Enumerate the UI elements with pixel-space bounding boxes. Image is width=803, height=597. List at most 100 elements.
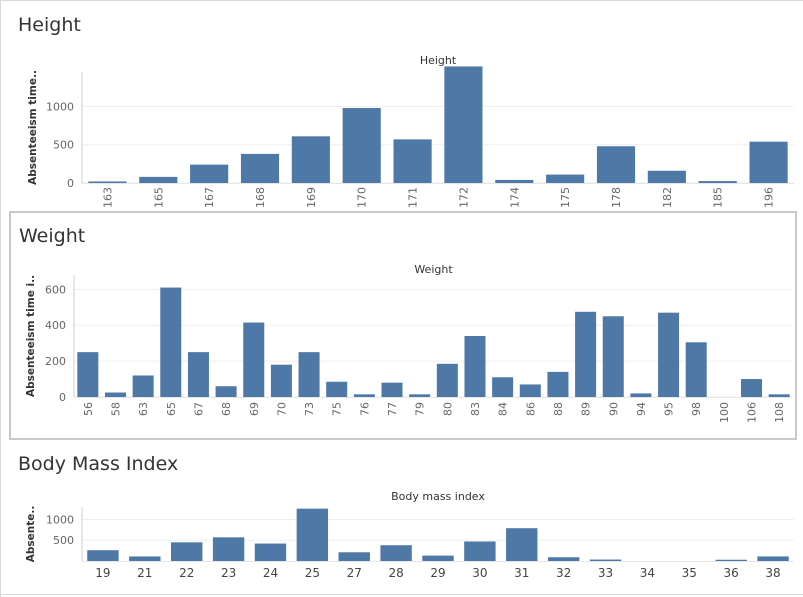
- x-tick-label: 196: [763, 187, 776, 208]
- x-tick-label: 70: [275, 402, 288, 416]
- bar: [298, 352, 320, 397]
- bar: [187, 352, 209, 397]
- bar: [296, 508, 329, 561]
- bar: [381, 382, 403, 397]
- bar: [171, 542, 203, 561]
- x-tick-label: 69: [248, 402, 261, 416]
- bar: [464, 541, 496, 561]
- x-tick-label: 185: [712, 187, 725, 208]
- y-axis-label: Absenteeism time i..: [25, 275, 37, 397]
- x-tick-label: 175: [559, 187, 572, 208]
- bar: [757, 556, 789, 561]
- x-tick-label: 24: [263, 566, 278, 580]
- bar: [353, 394, 375, 397]
- x-tick-label: 98: [690, 402, 703, 416]
- x-tick-label: 36: [724, 566, 739, 580]
- x-tick-label: 90: [607, 402, 620, 416]
- bar: [768, 394, 790, 397]
- y-tick-label: 1000: [46, 100, 74, 113]
- bar: [190, 164, 229, 183]
- bar: [87, 550, 119, 561]
- x-tick-label: 31: [514, 566, 529, 580]
- y-tick-label: 400: [45, 319, 66, 332]
- x-tick-label: 76: [358, 402, 371, 416]
- bar: [546, 174, 585, 183]
- x-tick-label: 22: [179, 566, 194, 580]
- x-tick-label: 83: [469, 402, 482, 416]
- bar: [132, 375, 154, 397]
- bar: [685, 342, 707, 397]
- bar: [575, 311, 597, 397]
- x-tick-label: 28: [388, 566, 403, 580]
- x-tick-label: 79: [414, 402, 427, 416]
- x-tick-label: 165: [152, 187, 165, 208]
- bar: [338, 552, 370, 561]
- x-tick-label: 33: [598, 566, 613, 580]
- bar: [139, 176, 178, 183]
- height-chart[interactable]: Height 0 500 1000 Absenteeism time.. 163 165 16…: [8, 6, 798, 210]
- x-tick-label: 38: [765, 566, 780, 580]
- x-tick-label: 21: [137, 566, 152, 580]
- sheet-title: Body Mass Index: [18, 453, 179, 475]
- bar: [393, 139, 432, 183]
- y-axis-label: Absenteeism time..: [27, 70, 39, 185]
- y-axis-label: Absente..: [25, 506, 37, 563]
- bar: [342, 107, 381, 183]
- chart-title: Body mass index: [391, 490, 485, 503]
- bar: [596, 146, 636, 183]
- x-tick-label: 172: [457, 187, 470, 208]
- x-tick-label: 25: [305, 566, 320, 580]
- x-tick-label: 100: [718, 402, 731, 423]
- x-tick-label: 32: [556, 566, 571, 580]
- x-tick-label: 34: [640, 566, 655, 580]
- bar: [254, 543, 287, 561]
- x-tick-label: 182: [661, 187, 674, 208]
- bar: [243, 322, 265, 397]
- y-tick-label: 1000: [46, 513, 74, 526]
- x-tick-label: 80: [441, 402, 454, 416]
- x-tick-label: 108: [773, 402, 786, 423]
- x-tick-label: 30: [472, 566, 487, 580]
- bar: [77, 352, 99, 397]
- bar: [380, 545, 412, 561]
- x-tick-label: 58: [109, 402, 122, 416]
- x-tick-label: 63: [137, 402, 150, 416]
- y-tick-label: 0: [67, 177, 74, 190]
- x-tick-label: 29: [430, 566, 445, 580]
- x-tick-label: 94: [635, 402, 648, 416]
- bar: [215, 386, 237, 397]
- x-tick-label: 65: [165, 402, 178, 416]
- x-tick-label: 178: [610, 187, 623, 208]
- bmi-chart[interactable]: Body mass index 500 1000 Absente.. 19 21 22 23 2…: [8, 445, 798, 591]
- chart-title: Weight: [414, 263, 453, 276]
- x-tick-label: 174: [508, 187, 521, 208]
- bar: [104, 392, 126, 397]
- y-tick-label: 200: [45, 355, 66, 368]
- x-tick-label: 68: [220, 402, 233, 416]
- bar: [88, 181, 127, 183]
- bar: [212, 537, 245, 561]
- x-tick-label: 95: [663, 402, 676, 416]
- weight-sheet[interactable]: Weight Weight 0 200 400 600 Absenteeism time …: [9, 211, 797, 440]
- x-tick-label: 73: [303, 402, 316, 416]
- sheet-title: Height: [18, 14, 81, 36]
- bar: [240, 153, 280, 183]
- bar: [444, 66, 483, 183]
- x-tick-label: 86: [524, 402, 537, 416]
- bar: [422, 555, 454, 561]
- x-tick-label: 169: [305, 187, 318, 208]
- x-tick-label: 67: [192, 402, 205, 416]
- x-tick-label: 88: [552, 402, 565, 416]
- x-tick-label: 106: [746, 402, 759, 423]
- x-tick-label: 75: [331, 402, 344, 416]
- bar: [436, 363, 458, 397]
- window-left-border: [0, 0, 1, 597]
- x-tick-label: 170: [356, 187, 369, 208]
- bar: [741, 379, 763, 397]
- x-tick-label: 19: [95, 566, 110, 580]
- height-sheet[interactable]: Height Height 0 500 1000 Absenteeism time.. 1…: [8, 6, 798, 210]
- x-tick-label: 23: [221, 566, 236, 580]
- bmi-sheet[interactable]: Body Mass Index Body mass index 500 1000 Ab…: [8, 445, 798, 591]
- x-tick-label: 89: [580, 402, 593, 416]
- weight-chart[interactable]: Weight 0 200 400 600 Absenteeism time i.. 56 58…: [11, 213, 799, 442]
